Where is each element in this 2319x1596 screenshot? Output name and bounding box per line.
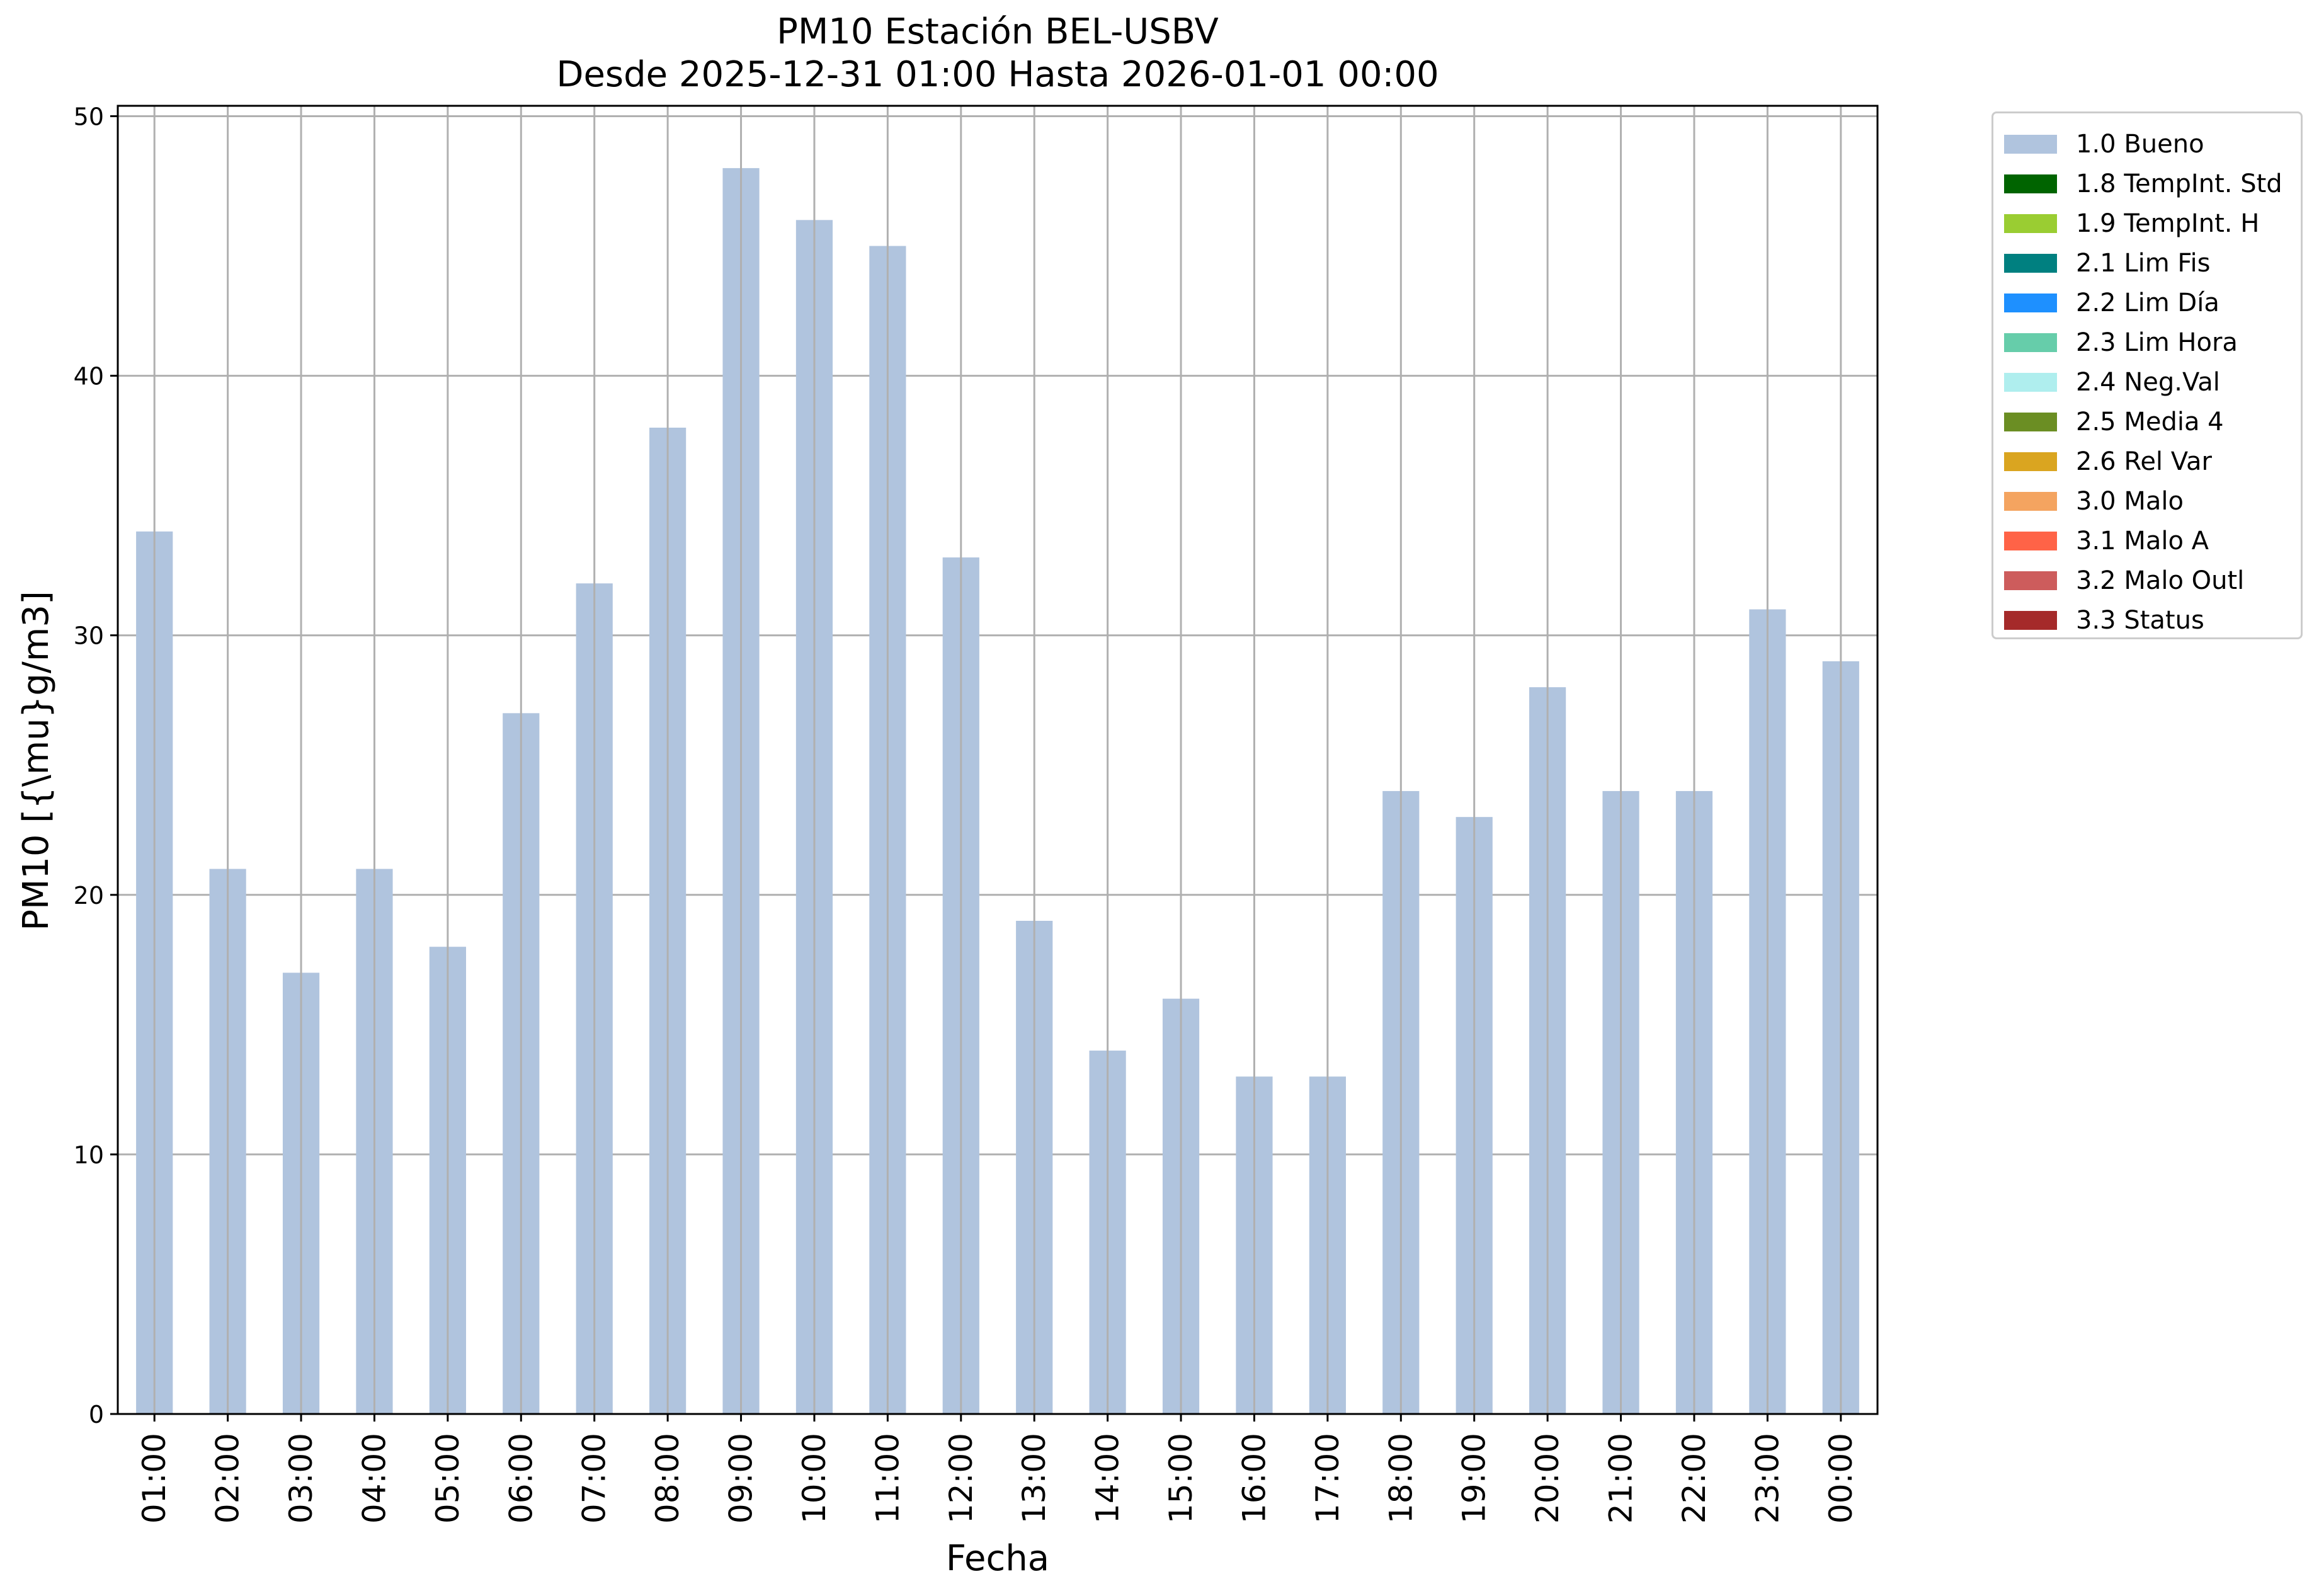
legend-label: 1.9 TempInt. H — [2076, 209, 2260, 238]
x-tick-label: 04:00 — [356, 1433, 392, 1524]
legend-label: 2.4 Neg.Val — [2076, 368, 2220, 397]
legend-item: 3.2 Malo Outl — [1993, 562, 2301, 600]
legend-swatch — [2004, 135, 2057, 154]
chart-legend: 1.0 Bueno 1.8 TempInt. Std 1.9 TempInt. H 2… — [1991, 111, 2303, 639]
legend-swatch — [2004, 214, 2057, 233]
x-tick-label: 22:00 — [1676, 1433, 1712, 1524]
legend-item: 2.2 Lim Día — [1993, 285, 2301, 322]
legend-label: 1.0 Bueno — [2076, 130, 2204, 159]
legend-label: 3.1 Malo A — [2076, 527, 2209, 556]
chart-subtitle: Desde 2025-12-31 01:00 Hasta 2026-01-01 … — [556, 54, 1439, 95]
y-axis-label: PM10 [{\mu}g/m3] — [16, 591, 57, 931]
x-tick-label: 10:00 — [796, 1433, 833, 1524]
legend-item: 3.0 Malo — [1993, 483, 2301, 521]
vertical-grid-lines — [153, 106, 1842, 1414]
legend-item: 2.3 Lim Hora — [1993, 324, 2301, 362]
legend-swatch — [2004, 254, 2057, 273]
x-tick-label: 21:00 — [1603, 1433, 1639, 1524]
legend-swatch — [2004, 373, 2057, 392]
x-tick-label: 07:00 — [576, 1433, 613, 1524]
legend-item: 2.1 Lim Fis — [1993, 245, 2301, 283]
x-tick-label: 17:00 — [1309, 1433, 1346, 1524]
x-tick-label: 13:00 — [1016, 1433, 1052, 1524]
legend-item: 1.0 Bueno — [1993, 126, 2301, 164]
legend-label: 1.8 TempInt. Std — [2076, 169, 2282, 198]
x-tick-label: 23:00 — [1749, 1433, 1786, 1524]
legend-label: 2.3 Lim Hora — [2076, 328, 2238, 357]
legend-item: 3.3 Status — [1993, 602, 2301, 640]
legend-label: 3.2 Malo Outl — [2076, 566, 2245, 595]
y-tick-label: 50 — [74, 103, 104, 130]
legend-label: 2.1 Lim Fis — [2076, 249, 2211, 278]
x-tick-label: 00:00 — [1823, 1433, 1859, 1524]
legend-label: 3.3 Status — [2076, 606, 2204, 635]
bars — [136, 168, 1859, 1415]
x-tick-label: 05:00 — [430, 1433, 466, 1524]
legend-item: 3.1 Malo A — [1993, 523, 2301, 561]
x-tick-label: 14:00 — [1090, 1433, 1126, 1524]
x-tick-label: 18:00 — [1382, 1433, 1419, 1524]
y-tick-label: 10 — [74, 1141, 104, 1169]
y-tick-label: 0 — [89, 1401, 104, 1428]
legend-item: 1.8 TempInt. Std — [1993, 166, 2301, 203]
legend-label: 2.5 Media 4 — [2076, 408, 2224, 436]
x-tick-label: 02:00 — [210, 1433, 246, 1524]
x-tick-label: 16:00 — [1236, 1433, 1272, 1524]
legend-swatch — [2004, 571, 2057, 590]
x-tick-label: 08:00 — [649, 1433, 686, 1524]
x-tick-label: 19:00 — [1456, 1433, 1493, 1524]
y-tick-label: 30 — [74, 622, 104, 650]
y-tick-label: 20 — [74, 882, 104, 909]
legend-swatch — [2004, 294, 2057, 312]
legend-swatch — [2004, 492, 2057, 511]
plot-area-frame — [117, 105, 1879, 1415]
legend-label: 3.0 Malo — [2076, 487, 2184, 516]
legend-swatch — [2004, 532, 2057, 550]
x-tick-label: 03:00 — [283, 1433, 319, 1524]
x-tick-label: 01:00 — [136, 1433, 173, 1524]
x-tick-label: 15:00 — [1163, 1433, 1199, 1524]
x-tick-label: 11:00 — [869, 1433, 906, 1524]
legend-item: 1.9 TempInt. H — [1993, 205, 2301, 243]
legend-label: 2.6 Rel Var — [2076, 447, 2212, 476]
legend-label: 2.2 Lim Día — [2076, 288, 2219, 317]
legend-swatch — [2004, 413, 2057, 431]
legend-swatch — [2004, 174, 2057, 193]
x-tick-label: 06:00 — [503, 1433, 539, 1524]
legend-item: 2.5 Media 4 — [1993, 404, 2301, 442]
legend-swatch — [2004, 333, 2057, 352]
x-axis: 01:00 02:00 03:00 04:00 05:00 06:00 07:00 08:00… — [136, 1414, 1859, 1524]
x-tick-label: 12:00 — [943, 1433, 979, 1524]
x-tick-label: 20:00 — [1529, 1433, 1566, 1524]
legend-swatch — [2004, 611, 2057, 630]
chart-title: PM10 Estación BEL-USBV — [777, 11, 1219, 52]
legend-swatch — [2004, 452, 2057, 471]
y-tick-label: 40 — [74, 363, 104, 390]
legend-item: 2.4 Neg.Val — [1993, 364, 2301, 402]
x-axis-label: Fecha — [946, 1538, 1049, 1579]
y-axis: 0 10 20 30 40 50 — [74, 103, 118, 1428]
legend-item: 2.6 Rel Var — [1993, 443, 2301, 481]
x-tick-label: 09:00 — [723, 1433, 760, 1524]
